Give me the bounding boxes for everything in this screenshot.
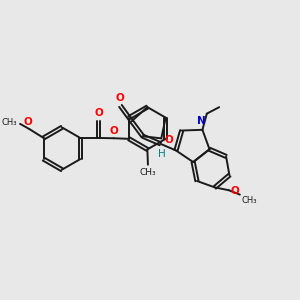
Text: CH₃: CH₃: [242, 196, 257, 206]
Text: O: O: [230, 186, 239, 196]
Text: O: O: [116, 93, 124, 103]
Text: H: H: [158, 149, 166, 159]
Text: N: N: [197, 116, 206, 126]
Text: O: O: [110, 127, 118, 136]
Text: O: O: [94, 108, 103, 118]
Text: O: O: [165, 135, 174, 145]
Text: O: O: [24, 117, 33, 128]
Text: CH₃: CH₃: [2, 118, 17, 127]
Text: CH₃: CH₃: [140, 168, 156, 177]
